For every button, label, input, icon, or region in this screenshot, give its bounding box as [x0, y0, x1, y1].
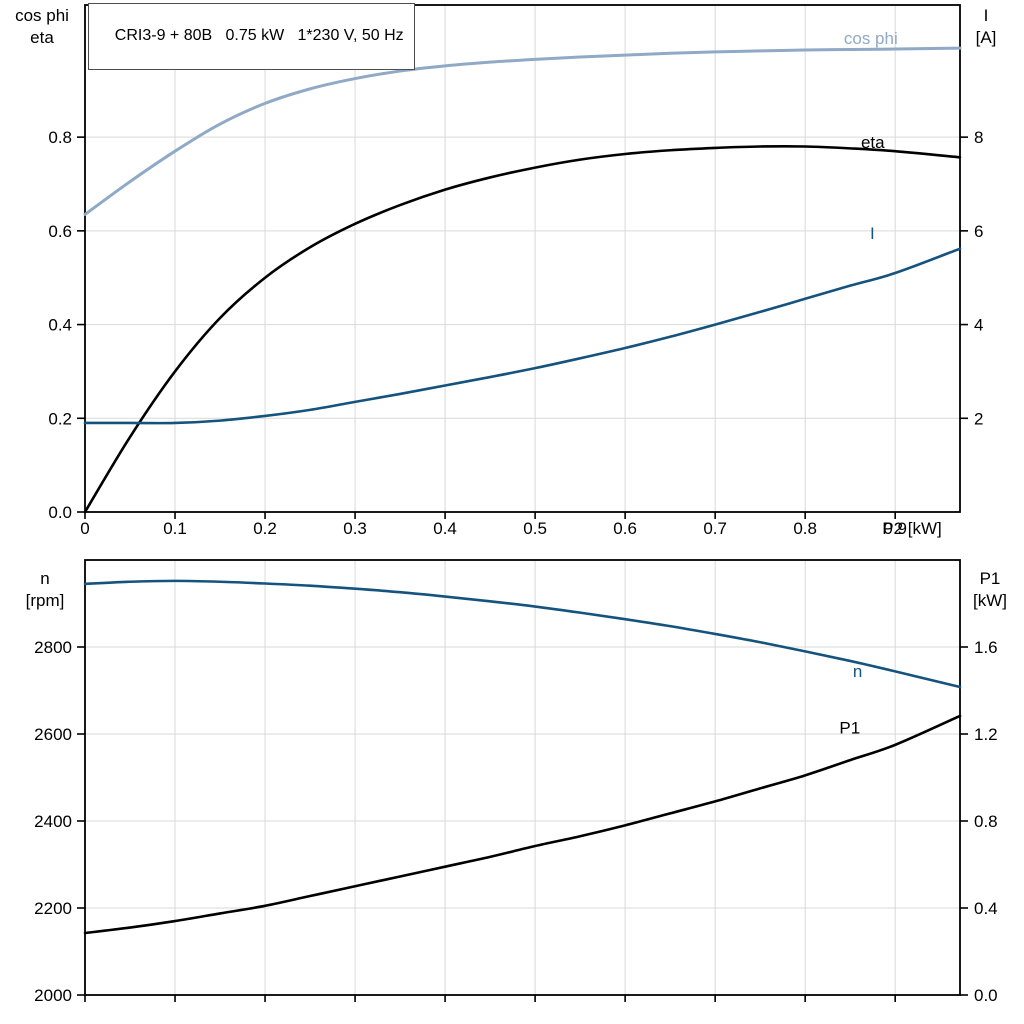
x-tick-label: 0.3	[343, 519, 367, 538]
series-i-label: I	[870, 224, 875, 243]
x-tick-label: 0.7	[703, 519, 727, 538]
left-tick-label: 0.6	[48, 222, 72, 241]
series-p1-path	[83, 714, 962, 935]
top-chart-electrical: 0.0 0.2 0.4 0.6 0.8 2 4 6 8 0 0.1 0.2 0.3 0.4 0.5 0.6 0.…	[15, 4, 997, 538]
right-tick-label: 8	[974, 128, 983, 147]
left-tick-label: 2200	[34, 899, 72, 918]
series-n-label: n	[853, 662, 862, 681]
left-axis-label: n	[40, 569, 49, 588]
right-tick-label: 0.4	[974, 899, 998, 918]
series-cos-phi-path	[83, 46, 962, 216]
left-tick-label: 2800	[34, 638, 72, 657]
series-eta-label: eta	[861, 133, 885, 152]
left-tick-label: 0.4	[48, 316, 72, 335]
x-tick-label: 0.4	[433, 519, 457, 538]
plot-frame	[84, 559, 961, 996]
left-tick-label: 2000	[34, 986, 72, 1005]
left-axis-label: eta	[30, 28, 54, 47]
x-axis-label: P2 [kW]	[882, 519, 942, 538]
x-tick-label: 0.6	[613, 519, 637, 538]
x-tick-label: 0.9	[883, 519, 907, 538]
x-tick-label: 0	[80, 519, 89, 538]
series-p1-label: P1	[839, 718, 860, 737]
left-axis-label: cos phi	[15, 6, 69, 25]
right-tick-label: 1.2	[974, 725, 998, 744]
x-tick-label: 0.8	[793, 519, 817, 538]
x-tick-label: 0.2	[253, 519, 277, 538]
right-axis-label: I	[984, 6, 989, 25]
right-tick-label: 4	[974, 316, 983, 335]
right-axis-label: [kW]	[973, 591, 1007, 610]
plot-frame	[84, 4, 961, 513]
bottom-chart-speed-power: 2000 2200 2400 2600 2800 0.0 0.4 0.8 1.2 1.6 n [rpm…	[0, 545, 1024, 1024]
chart-svg-0: 0.0 0.2 0.4 0.6 0.8 2 4 6 8 0 0.1 0.2 0.3 0.4 0.5 0.6 0.…	[15, 4, 997, 538]
series-i-path	[83, 247, 962, 425]
right-axis-label: [A]	[976, 28, 997, 47]
right-tick-label: 2	[974, 409, 983, 428]
left-tick-label: 0.2	[48, 409, 72, 428]
right-tick-label: 6	[974, 222, 983, 241]
x-tick-label: 0.1	[163, 519, 187, 538]
x-tick-label: 0.5	[523, 519, 547, 538]
right-tick-label: 0.8	[974, 812, 998, 831]
right-axis-label: P1	[980, 569, 1001, 588]
chart-title-box: CRI3-9 + 80B 0.75 kW 1*230 V, 50 Hz	[88, 3, 415, 70]
chart-title: CRI3-9 + 80B 0.75 kW 1*230 V, 50 Hz	[114, 27, 404, 44]
right-tick-label: 0.0	[974, 986, 998, 1005]
chart-svg-1: 2000 2200 2400 2600 2800 0.0 0.4 0.8 1.2 1.6 n [rpm…	[26, 559, 1007, 1005]
left-tick-label: 0.0	[48, 503, 72, 522]
left-axis-label: [rpm]	[26, 591, 65, 610]
left-tick-label: 2600	[34, 725, 72, 744]
right-tick-label: 1.6	[974, 638, 998, 657]
left-tick-label: 0.8	[48, 128, 72, 147]
left-tick-label: 2400	[34, 812, 72, 831]
series-eta-path	[83, 145, 962, 514]
series-n-path	[83, 579, 962, 689]
series-cos-phi-label: cos phi	[844, 29, 898, 48]
